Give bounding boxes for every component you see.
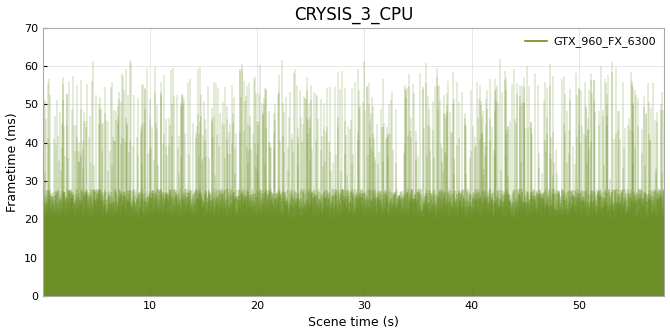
Y-axis label: Frametime (ms): Frametime (ms) — [5, 112, 19, 212]
Legend: GTX_960_FX_6300: GTX_960_FX_6300 — [522, 33, 659, 51]
X-axis label: Scene time (s): Scene time (s) — [308, 317, 399, 329]
Title: CRYSIS_3_CPU: CRYSIS_3_CPU — [294, 6, 413, 23]
